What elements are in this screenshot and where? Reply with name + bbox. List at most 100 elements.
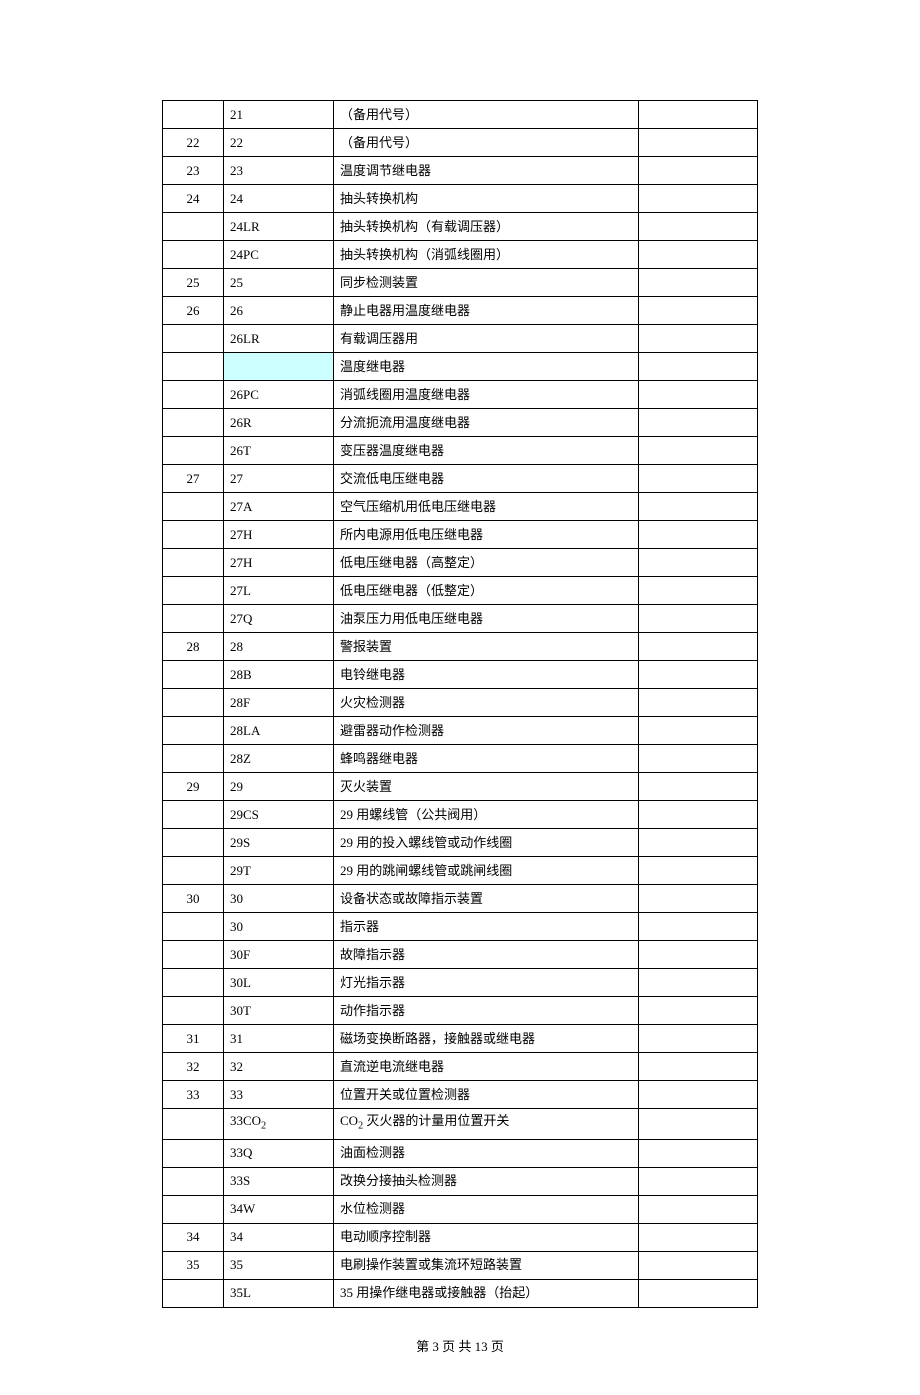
cell-desc: 低电压继电器（低整定） [334,577,639,605]
cell-no: 24 [163,185,224,213]
cell-note [639,185,758,213]
cell-desc: CO2 灭火器的计量用位置开关 [334,1109,639,1140]
cell-no: 22 [163,129,224,157]
cell-desc: 变压器温度继电器 [334,437,639,465]
cell-code: 27L [224,577,334,605]
cell-note [639,941,758,969]
cell-no [163,1109,224,1140]
table-row: 24LR抽头转换机构（有载调压器） [163,213,758,241]
cell-desc: 电动顺序控制器 [334,1223,639,1251]
cell-note [639,969,758,997]
cell-no [163,1195,224,1223]
cell-note [639,269,758,297]
footer-mid: 页 共 [442,1339,471,1354]
cell-note [639,1195,758,1223]
cell-note [639,1279,758,1307]
cell-note [639,1251,758,1279]
table-row: 33CO2CO2 灭火器的计量用位置开关 [163,1109,758,1140]
cell-no: 29 [163,773,224,801]
cell-no [163,745,224,773]
table-row: 30F故障指示器 [163,941,758,969]
cell-code: 24PC [224,241,334,269]
table-row: 2525同步检测装置 [163,269,758,297]
cell-no [163,493,224,521]
cell-desc: 所内电源用低电压继电器 [334,521,639,549]
cell-note [639,213,758,241]
cell-code: 24 [224,185,334,213]
cell-desc: （备用代号） [334,129,639,157]
cell-note [639,661,758,689]
cell-note [639,997,758,1025]
cell-desc: 抽头转换机构（消弧线圈用） [334,241,639,269]
cell-code: 26LR [224,325,334,353]
table-row: 2828警报装置 [163,633,758,661]
cell-no [163,213,224,241]
cell-note [639,297,758,325]
cell-code: 34W [224,1195,334,1223]
cell-no [163,381,224,409]
table-row: 27Q油泵压力用低电压继电器 [163,605,758,633]
cell-desc: 蜂鸣器继电器 [334,745,639,773]
cell-note [639,717,758,745]
cell-desc: 水位检测器 [334,1195,639,1223]
cell-code: 28LA [224,717,334,745]
cell-desc: 灭火装置 [334,773,639,801]
cell-no [163,661,224,689]
cell-no: 33 [163,1081,224,1109]
cell-no [163,969,224,997]
cell-desc: 抽头转换机构 [334,185,639,213]
table-row: 27H低电压继电器（高整定） [163,549,758,577]
cell-no: 27 [163,465,224,493]
cell-note [639,1167,758,1195]
cell-code: 27A [224,493,334,521]
table-row: 27H所内电源用低电压继电器 [163,521,758,549]
cell-note [639,241,758,269]
footer-current: 3 [432,1339,439,1354]
table-row: 26R分流扼流用温度继电器 [163,409,758,437]
cell-no [163,353,224,381]
cell-code: 25 [224,269,334,297]
cell-desc: 交流低电压继电器 [334,465,639,493]
cell-code: 33S [224,1167,334,1195]
cell-desc: 35 用操作继电器或接触器（抬起） [334,1279,639,1307]
cell-desc: 分流扼流用温度继电器 [334,409,639,437]
table-row: 30T动作指示器 [163,997,758,1025]
table-row: 温度继电器 [163,353,758,381]
cell-code: 30L [224,969,334,997]
cell-code: 31 [224,1025,334,1053]
cell-code: 26 [224,297,334,325]
table-row: 34W水位检测器 [163,1195,758,1223]
cell-desc: 油面检测器 [334,1139,639,1167]
cell-code: 26PC [224,381,334,409]
cell-code: 33Q [224,1139,334,1167]
cell-note [639,157,758,185]
cell-note [639,1025,758,1053]
cell-code: 29T [224,857,334,885]
cell-no [163,1139,224,1167]
table-row: 29T29 用的跳闸螺线管或跳闸线圈 [163,857,758,885]
cell-note [639,829,758,857]
cell-no [163,101,224,129]
cell-desc: 29 用螺线管（公共阀用） [334,801,639,829]
cell-note [639,857,758,885]
cell-code: 30 [224,913,334,941]
cell-desc: 低电压继电器（高整定） [334,549,639,577]
cell-no [163,1167,224,1195]
cell-code [224,353,334,381]
cell-note [639,1109,758,1140]
table-row: 3131磁场变换断路器，接触器或继电器 [163,1025,758,1053]
cell-code: 28 [224,633,334,661]
cell-no [163,605,224,633]
cell-code: 27H [224,521,334,549]
cell-desc: 指示器 [334,913,639,941]
cell-code: 33CO2 [224,1109,334,1140]
cell-code: 29 [224,773,334,801]
cell-desc: 空气压缩机用低电压继电器 [334,493,639,521]
cell-no: 23 [163,157,224,185]
cell-no [163,857,224,885]
table-row: 26PC消弧线圈用温度继电器 [163,381,758,409]
cell-note [639,549,758,577]
cell-note [639,885,758,913]
table-row: 3030设备状态或故障指示装置 [163,885,758,913]
cell-desc: 灯光指示器 [334,969,639,997]
